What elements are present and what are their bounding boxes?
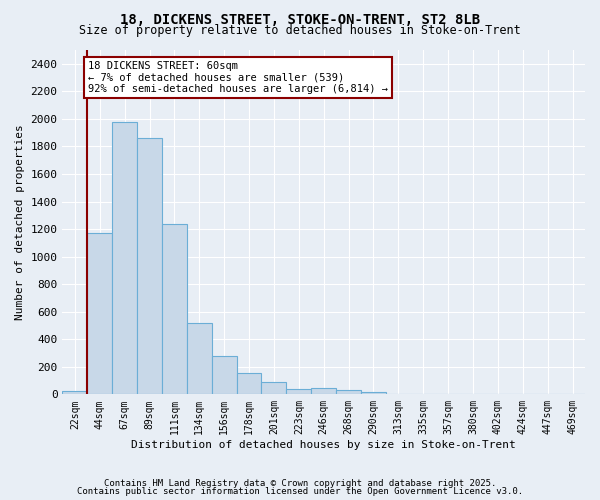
Bar [112, 122, 137, 394]
Bar [88, 233, 112, 394]
Bar [262, 382, 286, 394]
Y-axis label: Number of detached properties: Number of detached properties [15, 124, 25, 320]
Text: 18, DICKENS STREET, STOKE-ON-TRENT, ST2 8LB: 18, DICKENS STREET, STOKE-ON-TRENT, ST2 … [120, 12, 480, 26]
X-axis label: Distribution of detached houses by size in Stoke-on-Trent: Distribution of detached houses by size … [131, 440, 516, 450]
Text: Size of property relative to detached houses in Stoke-on-Trent: Size of property relative to detached ho… [79, 24, 521, 37]
Bar [137, 138, 162, 394]
Bar [361, 392, 386, 394]
Text: Contains public sector information licensed under the Open Government Licence v3: Contains public sector information licen… [77, 487, 523, 496]
Bar [162, 224, 187, 394]
Bar [187, 322, 212, 394]
Text: Contains HM Land Registry data © Crown copyright and database right 2025.: Contains HM Land Registry data © Crown c… [104, 478, 496, 488]
Text: 18 DICKENS STREET: 60sqm
← 7% of detached houses are smaller (539)
92% of semi-d: 18 DICKENS STREET: 60sqm ← 7% of detache… [88, 61, 388, 94]
Bar [311, 388, 336, 394]
Bar [286, 389, 311, 394]
Bar [236, 373, 262, 394]
Bar [336, 390, 361, 394]
Bar [212, 356, 236, 395]
Bar [62, 391, 88, 394]
